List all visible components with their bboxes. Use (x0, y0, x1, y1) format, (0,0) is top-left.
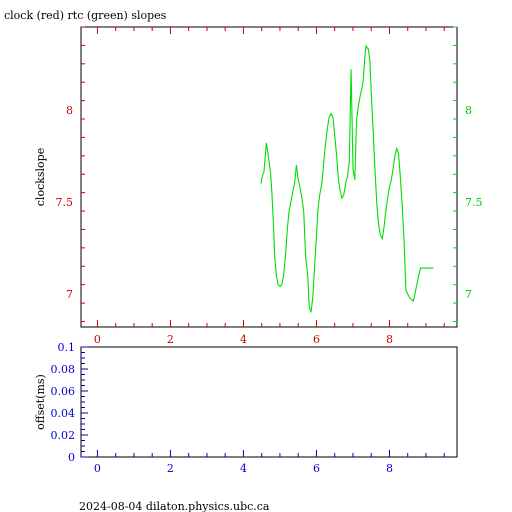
bottom-y-tick-label: 0.02 (51, 429, 76, 442)
bottom-plot-frame (80, 346, 458, 458)
top-x-tick-label: 2 (167, 333, 174, 346)
top-y-right-tick-label: 7 (465, 288, 472, 301)
bottom-y-tick-label: 0.04 (51, 407, 76, 420)
bottom-x-tick-label: 0 (94, 462, 101, 475)
top-plot-series (260, 45, 434, 313)
bottom-y-tick-label: 0 (68, 451, 75, 464)
bottom-x-tick-label: 4 (240, 462, 247, 475)
bottom-y-tick-label: 0.06 (51, 385, 76, 398)
bottom-y-axis-label: offset(ms) (34, 374, 47, 430)
rtc-slope-line (260, 45, 434, 313)
top-x-tick-label: 0 (94, 333, 101, 346)
top-y-left-tick-label: 8 (66, 104, 73, 117)
bottom-y-tick-label: 0.1 (58, 341, 76, 354)
footer-date-host: 2024-08-04 dilaton.physics.ubc.ca (79, 500, 270, 512)
top-x-tick-label: 4 (240, 333, 247, 346)
top-x-tick-label: 6 (313, 333, 320, 346)
top-plot-frame (80, 26, 458, 328)
bottom-y-tick-label: 0.08 (51, 363, 76, 376)
top-y-left-tick-label: 7.5 (56, 196, 74, 209)
bottom-x-tick-label: 2 (167, 462, 174, 475)
top-y-right-tick-label: 8 (465, 104, 472, 117)
bottom-x-tick-label: 8 (386, 462, 393, 475)
top-y-axis-label: clockslope (34, 148, 47, 206)
top-y-left-tick-label: 7 (66, 288, 73, 301)
bottom-plot-ticks: 0 2 4 6 8 0 0.02 0.04 0.06 0.08 0.1 (51, 341, 445, 475)
top-x-tick-label: 8 (386, 333, 393, 346)
chart-title: clock (red) rtc (green) slopes (4, 9, 167, 22)
top-plot-ticks: 0 2 4 6 8 7 7 7.5 7.5 8 8 (56, 26, 483, 346)
bottom-x-tick-label: 6 (313, 462, 320, 475)
top-y-right-tick-label: 7.5 (465, 196, 483, 209)
